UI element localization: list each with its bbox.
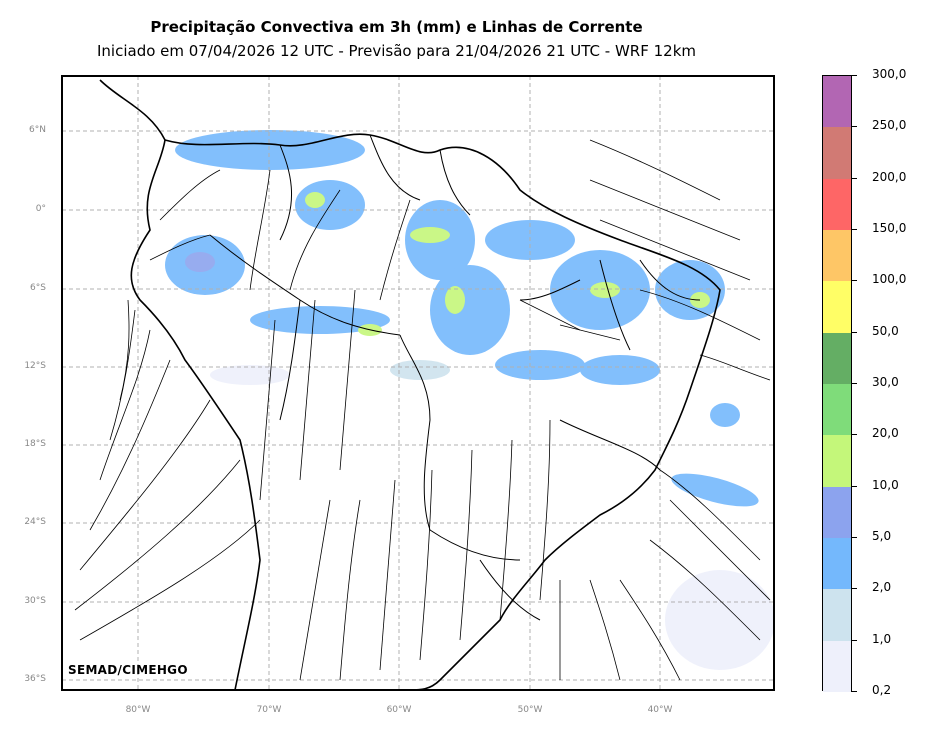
lon-label: 60°W xyxy=(386,705,412,715)
colorbar-segment xyxy=(823,230,851,282)
lon-label: 80°W xyxy=(125,705,151,715)
colorbar-tick-label: 150,0 xyxy=(872,221,907,235)
colorbar-tick-label: 0,2 xyxy=(872,683,892,697)
lat-label: 36°S xyxy=(24,674,46,684)
colorbar-segment xyxy=(823,76,851,128)
colorbar-tick xyxy=(851,691,857,692)
colorbar-segment xyxy=(823,640,851,692)
colorbar-segment xyxy=(823,435,851,487)
credit-label: SEMAD/CIMEHGO xyxy=(68,663,188,677)
colorbar-tick-label: 2,0 xyxy=(872,580,892,595)
colorbar-tick-label: 200,0 xyxy=(872,169,907,184)
colorbar-tick xyxy=(851,383,857,384)
country-borders xyxy=(209,134,701,621)
lat-label: 24°S xyxy=(24,517,46,527)
chart-subtitle: Iniciado em 07/04/2026 12 UTC - Previsão… xyxy=(96,42,697,60)
colorbar-tick-label: 30,0 xyxy=(872,375,899,389)
colorbar xyxy=(822,75,852,692)
lat-label: 18°S xyxy=(24,439,46,449)
colorbar-segment xyxy=(823,486,851,538)
colorbar-segment xyxy=(823,127,851,179)
colorbar-tick xyxy=(851,588,857,590)
colorbar-segment xyxy=(823,538,851,590)
map-background xyxy=(62,76,774,690)
lat-label: 0° xyxy=(35,204,46,214)
colorbar-tick-label: 300,0 xyxy=(872,67,907,81)
colorbar-tick-label: 1,0 xyxy=(872,631,892,646)
lon-label: 70°W xyxy=(256,705,282,715)
colorbar-tick-label: 10,0 xyxy=(872,477,899,492)
colorbar-tick-label: 5,0 xyxy=(872,529,892,543)
lon-label: 50°W xyxy=(517,705,543,715)
chart-title: Precipitação Convectiva em 3h (mm) e Lin… xyxy=(150,18,643,36)
colorbar-segment xyxy=(823,384,851,436)
colorbar-tick xyxy=(851,331,857,333)
colorbar-tick xyxy=(851,434,857,436)
colorbar-tick xyxy=(851,537,857,538)
lat-label: 6°N xyxy=(29,125,46,135)
colorbar-tick xyxy=(851,485,857,487)
lat-label: 12°S xyxy=(24,361,46,371)
colorbar-tick-label: 250,0 xyxy=(872,118,907,133)
colorbar-segment xyxy=(823,332,851,384)
lat-label: 30°S xyxy=(24,596,46,606)
colorbar-tick-label: 100,0 xyxy=(872,272,907,287)
colorbar-segment xyxy=(823,589,851,641)
colorbar-segment xyxy=(823,281,851,333)
lat-label: 6°S xyxy=(30,283,46,293)
colorbar-segment xyxy=(823,178,851,230)
colorbar-tick xyxy=(851,177,857,179)
streamlines xyxy=(74,139,771,681)
lon-label: 40°W xyxy=(647,705,673,715)
colorbar-tick xyxy=(851,639,857,641)
colorbar-tick xyxy=(851,75,857,76)
map-frame xyxy=(61,75,775,691)
colorbar-tick xyxy=(851,229,857,230)
colorbar-tick-label: 20,0 xyxy=(872,426,899,441)
graticule xyxy=(62,76,774,690)
colorbar-tick-label: 50,0 xyxy=(872,323,899,338)
colorbar-tick xyxy=(851,126,857,128)
colorbar-tick xyxy=(851,280,857,282)
